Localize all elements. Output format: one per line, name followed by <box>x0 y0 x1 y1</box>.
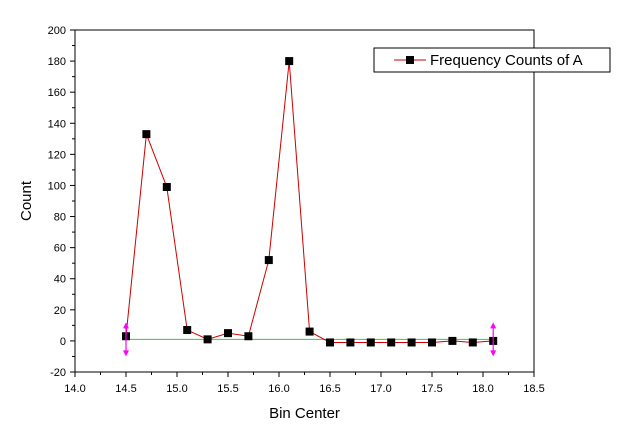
data-point <box>428 338 436 347</box>
range-marker-arrow-down <box>123 350 129 357</box>
data-point <box>244 332 253 341</box>
y-axis-label: Count <box>18 180 35 221</box>
x-tick-label: 16.5 <box>319 383 340 395</box>
series-line <box>125 61 494 343</box>
x-tick-label: 14.0 <box>64 383 85 395</box>
y-tick-label: 60 <box>54 243 66 255</box>
y-tick-label: 80 <box>54 212 66 224</box>
y-tick-label: 180 <box>48 56 66 68</box>
y-tick-label: 20 <box>54 305 66 317</box>
plot-area <box>122 57 498 357</box>
y-axis: -20 0 20 40 60 80 100 120 140 160 180 200 <box>48 25 75 379</box>
x-tick-label: 14.5 <box>115 383 136 395</box>
data-point <box>162 183 171 192</box>
data-point <box>407 338 416 347</box>
y-tick-label: 0 <box>60 336 66 348</box>
data-point <box>183 326 192 335</box>
plot-frame <box>74 29 535 373</box>
x-axis-label: Bin Center <box>269 405 340 422</box>
range-marker-arrow-up <box>123 322 129 329</box>
data-point <box>326 338 334 347</box>
data-point <box>366 338 375 347</box>
x-tick-label: 18.5 <box>523 383 544 395</box>
data-point <box>305 327 314 336</box>
data-point <box>346 338 355 347</box>
x-axis: 14.0 14.5 15.0 15.5 16.0 16.5 17.0 17.5 18.0 18.5 <box>64 372 545 395</box>
data-point <box>142 130 151 139</box>
legend-label: Frequency Counts of A <box>430 52 583 69</box>
y-tick-label: 160 <box>48 87 66 99</box>
x-tick-label: 15.0 <box>166 383 187 395</box>
x-tick-label: 17.5 <box>421 383 442 395</box>
range-marker-arrow-down <box>490 350 497 357</box>
legend: Frequency Counts of A <box>373 47 611 73</box>
data-point <box>468 338 477 347</box>
y-tick-label: 120 <box>48 149 66 161</box>
data-point <box>448 336 457 345</box>
x-tick-label: 16.0 <box>268 383 289 395</box>
range-marker-arrow-up <box>490 322 497 329</box>
x-tick-label: 17.0 <box>370 383 391 395</box>
data-point <box>387 338 396 347</box>
x-tick-label: 18.0 <box>472 383 493 395</box>
y-tick-label: 200 <box>48 25 66 37</box>
data-point <box>285 57 294 66</box>
data-point <box>264 256 273 265</box>
data-point <box>203 335 212 344</box>
x-tick-label: 15.5 <box>217 383 238 395</box>
y-tick-label: -20 <box>50 367 66 379</box>
y-tick-label: 140 <box>48 118 66 130</box>
y-tick-label: 100 <box>48 180 66 192</box>
data-point <box>224 329 232 338</box>
legend-marker-swatch <box>406 56 414 64</box>
y-tick-label: 40 <box>54 274 66 286</box>
